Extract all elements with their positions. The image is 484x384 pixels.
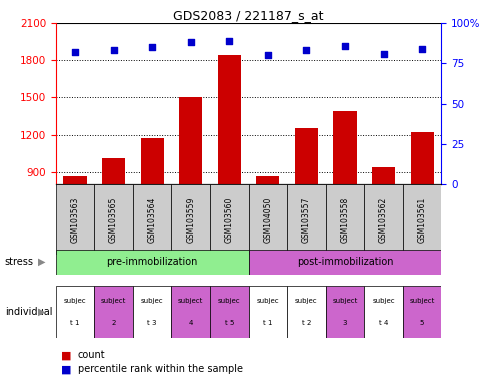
- Bar: [56, 184, 94, 255]
- Text: 3: 3: [342, 320, 347, 326]
- Text: subjec: subjec: [294, 298, 317, 304]
- Text: ▶: ▶: [37, 257, 45, 267]
- Text: GSM104050: GSM104050: [263, 197, 272, 243]
- Text: subject: subject: [332, 298, 357, 304]
- Text: stress: stress: [5, 257, 34, 267]
- Text: 2: 2: [111, 320, 116, 326]
- Text: count: count: [77, 350, 105, 360]
- Point: [109, 47, 117, 53]
- Point: [71, 49, 79, 55]
- Text: GSM103564: GSM103564: [147, 197, 156, 243]
- Bar: [63, 175, 87, 283]
- Bar: [217, 55, 241, 283]
- Text: ■: ■: [60, 364, 71, 374]
- Bar: [133, 184, 171, 255]
- Text: subjec: subjec: [256, 298, 279, 304]
- Bar: [402, 286, 440, 338]
- Point: [302, 47, 310, 53]
- Text: subjec: subjec: [140, 298, 163, 304]
- Text: 4: 4: [188, 320, 193, 326]
- Title: GDS2083 / 221187_s_at: GDS2083 / 221187_s_at: [173, 9, 323, 22]
- Text: subject: subject: [408, 298, 434, 304]
- Point: [263, 52, 271, 58]
- Bar: [94, 184, 133, 255]
- Point: [148, 44, 156, 50]
- Point: [186, 39, 194, 45]
- Bar: [294, 129, 318, 283]
- Text: ■: ■: [60, 350, 71, 360]
- Text: percentile rank within the sample: percentile rank within the sample: [77, 364, 242, 374]
- Bar: [171, 286, 210, 338]
- Text: t 1: t 1: [70, 320, 80, 326]
- Text: GSM103565: GSM103565: [109, 197, 118, 243]
- Bar: [179, 98, 202, 283]
- Point: [225, 38, 233, 44]
- Point: [340, 43, 348, 49]
- Bar: [363, 184, 402, 255]
- Text: subjec: subjec: [217, 298, 240, 304]
- Text: GSM103559: GSM103559: [186, 197, 195, 243]
- Text: GSM103560: GSM103560: [224, 197, 233, 243]
- Bar: [409, 132, 433, 283]
- Bar: [287, 286, 325, 338]
- Text: subject: subject: [101, 298, 126, 304]
- Text: individual: individual: [5, 307, 52, 317]
- Bar: [94, 286, 133, 338]
- Bar: [325, 286, 363, 338]
- Text: t 1: t 1: [262, 320, 272, 326]
- Text: subjec: subjec: [371, 298, 394, 304]
- Bar: [140, 138, 164, 283]
- Bar: [248, 286, 287, 338]
- Text: subjec: subjec: [63, 298, 86, 304]
- Text: t 5: t 5: [224, 320, 233, 326]
- Text: GSM103557: GSM103557: [301, 197, 310, 243]
- Bar: [371, 167, 394, 283]
- Text: t 2: t 2: [301, 320, 310, 326]
- Text: GSM103563: GSM103563: [70, 197, 79, 243]
- Text: t 3: t 3: [147, 320, 157, 326]
- Bar: [363, 286, 402, 338]
- Bar: [256, 176, 279, 283]
- Bar: [333, 111, 356, 283]
- Text: subject: subject: [178, 298, 203, 304]
- Text: GSM103562: GSM103562: [378, 197, 387, 243]
- Bar: [171, 184, 210, 255]
- Bar: [325, 184, 363, 255]
- Bar: [248, 184, 287, 255]
- Bar: [102, 158, 125, 283]
- Bar: [248, 250, 440, 275]
- Bar: [402, 184, 440, 255]
- Point: [379, 51, 387, 57]
- Text: pre-immobilization: pre-immobilization: [106, 257, 197, 267]
- Bar: [56, 250, 248, 275]
- Bar: [210, 184, 248, 255]
- Text: GSM103558: GSM103558: [340, 197, 349, 243]
- Text: ▶: ▶: [37, 307, 45, 317]
- Bar: [56, 286, 94, 338]
- Bar: [210, 286, 248, 338]
- Bar: [133, 286, 171, 338]
- Bar: [287, 184, 325, 255]
- Text: GSM103561: GSM103561: [417, 197, 426, 243]
- Text: 5: 5: [419, 320, 424, 326]
- Point: [417, 46, 425, 52]
- Text: t 4: t 4: [378, 320, 387, 326]
- Text: post-immobilization: post-immobilization: [296, 257, 393, 267]
